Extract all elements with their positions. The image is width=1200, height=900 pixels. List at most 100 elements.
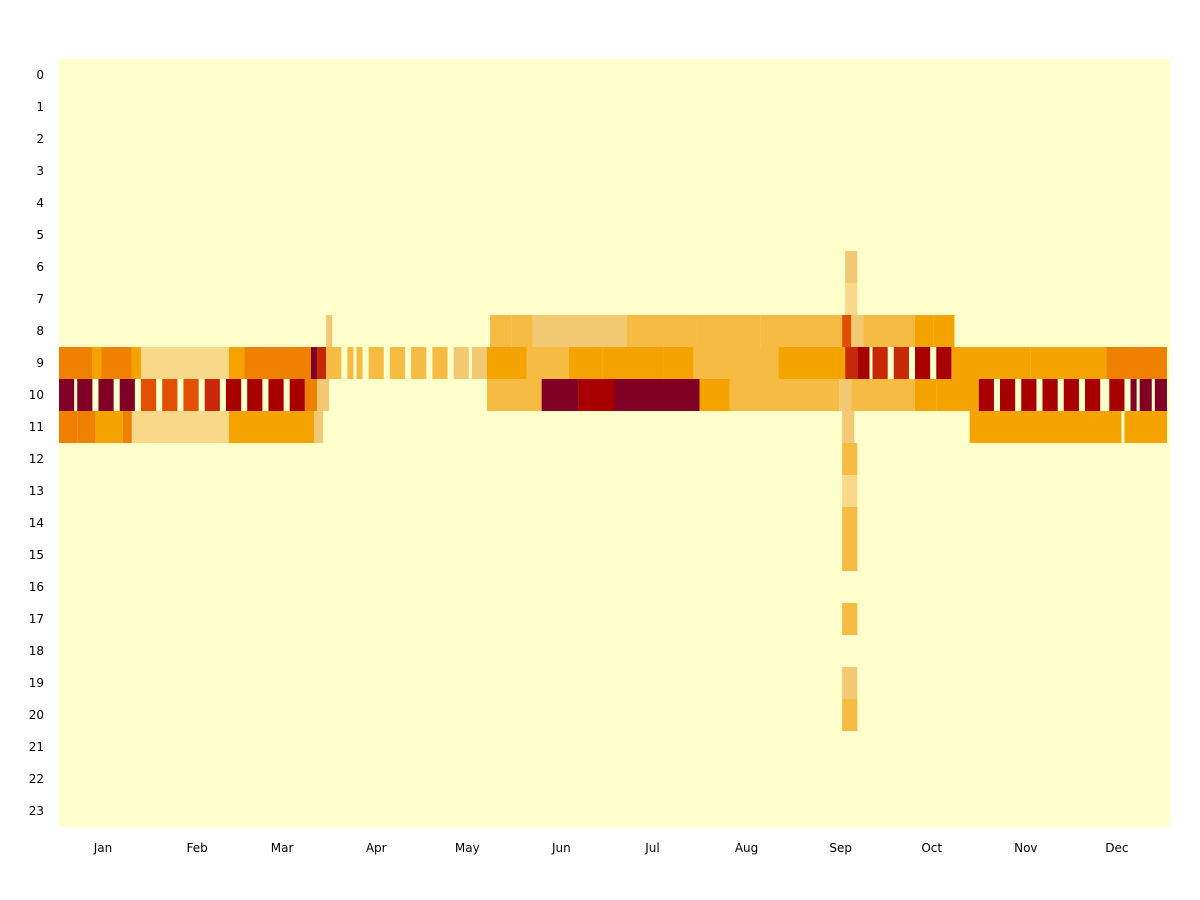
- heatmap-cell: [842, 667, 858, 699]
- heatmap-cell: [842, 443, 858, 475]
- heatmap-cell: [140, 379, 157, 411]
- heatmap-cell: [693, 347, 779, 379]
- heatmap-cell: [317, 347, 327, 379]
- y-tick-label: 8: [36, 324, 44, 338]
- heatmap-cell: [119, 379, 135, 411]
- heatmap-cell: [696, 315, 761, 347]
- heatmap-cell: [1030, 347, 1107, 379]
- y-tick-label: 21: [29, 740, 44, 754]
- heatmap-cell: [317, 379, 330, 411]
- heatmap-cell: [842, 539, 858, 571]
- heatmap-cell: [893, 347, 909, 379]
- heatmap-cell: [851, 315, 864, 347]
- y-tick-label: 16: [29, 580, 44, 594]
- heatmap-cell: [326, 315, 333, 347]
- x-tick-label: Apr: [366, 841, 387, 855]
- heatmap-cell: [845, 251, 858, 283]
- y-tick-label: 2: [36, 132, 44, 146]
- y-tick-label: 1: [36, 100, 44, 114]
- heatmap-cell: [244, 347, 311, 379]
- heatmap-cell: [842, 411, 855, 443]
- heatmap-cell: [59, 379, 75, 411]
- heatmap-cell: [310, 347, 318, 379]
- heatmap-cell: [162, 379, 178, 411]
- heatmap-cell: [778, 347, 846, 379]
- y-tick-label: 15: [29, 548, 44, 562]
- y-tick-label: 12: [29, 452, 44, 466]
- x-tick-label: Nov: [1014, 841, 1037, 855]
- y-tick-label: 13: [29, 484, 44, 498]
- heatmap-cell: [59, 411, 78, 443]
- heatmap-cell: [857, 347, 870, 379]
- x-tick-label: Jul: [644, 841, 659, 855]
- heatmap-cell: [1106, 347, 1167, 379]
- heatmap-cell: [511, 315, 533, 347]
- heatmap-cell: [228, 347, 245, 379]
- heatmap-cell: [140, 347, 229, 379]
- y-tick-label: 17: [29, 612, 44, 626]
- heatmap-cell: [1042, 379, 1058, 411]
- heatmap-cell: [368, 347, 384, 379]
- y-tick-label: 5: [36, 228, 44, 242]
- y-tick-label: 18: [29, 644, 44, 658]
- heatmap-cell: [915, 315, 934, 347]
- y-tick-label: 9: [36, 356, 44, 370]
- y-tick-label: 0: [36, 68, 44, 82]
- heatmap-cell: [760, 315, 843, 347]
- x-tick-label: May: [455, 841, 480, 855]
- y-tick-label: 7: [36, 292, 44, 306]
- y-tick-label: 10: [29, 388, 44, 402]
- x-tick-label: Jan: [93, 841, 113, 855]
- heatmap-cell: [389, 347, 406, 379]
- heatmap-cell: [842, 475, 858, 507]
- heatmap-cell: [842, 699, 858, 731]
- heatmap-cell: [933, 315, 955, 347]
- y-tick-label: 14: [29, 516, 44, 530]
- heatmap-cells: [59, 251, 1167, 731]
- heatmap-cell: [936, 379, 979, 411]
- heatmap-cell: [842, 315, 852, 347]
- heatmap-cell: [845, 283, 858, 315]
- heatmap-cell: [1063, 379, 1079, 411]
- heatmap-cell: [59, 347, 93, 379]
- x-tick-label: Oct: [921, 841, 942, 855]
- heatmap-cell: [98, 379, 114, 411]
- heatmap-cell: [204, 379, 220, 411]
- heatmap-cell: [92, 347, 102, 379]
- heatmap-cell: [471, 347, 488, 379]
- x-tick-label: Mar: [271, 841, 294, 855]
- heatmap-cell: [131, 347, 141, 379]
- heatmap-cell: [356, 347, 363, 379]
- x-axis-tick-labels: Jan Feb Mar Apr May Jun Jul Aug Sep Oct Nov Dec: [93, 841, 1129, 855]
- heatmap-cell: [842, 603, 858, 635]
- heatmap-cell: [1000, 379, 1016, 411]
- heatmap-cell: [411, 347, 427, 379]
- y-tick-label: 6: [36, 260, 44, 274]
- heatmap-cell: [699, 379, 730, 411]
- heatmap-cell: [1154, 379, 1167, 411]
- heatmap-cell: [541, 379, 579, 411]
- heatmap-cell: [1021, 379, 1037, 411]
- heatmap-cell: [101, 347, 132, 379]
- heatmap-cell: [347, 347, 354, 379]
- heatmap-cell: [532, 315, 627, 347]
- y-tick-label: 19: [29, 676, 44, 690]
- heatmap-cell: [77, 411, 96, 443]
- heatmap-cell: [568, 347, 603, 379]
- heatmap-cell: [602, 347, 664, 379]
- heatmap-cell: [1130, 379, 1137, 411]
- heatmap-cell: [1109, 379, 1125, 411]
- y-tick-label: 4: [36, 196, 44, 210]
- x-tick-label: Sep: [829, 841, 852, 855]
- heatmap-cell: [225, 379, 242, 411]
- heatmap-cell: [247, 379, 263, 411]
- heatmap-cell: [851, 379, 916, 411]
- heatmap-cell: [872, 347, 888, 379]
- heatmap-cell: [268, 379, 284, 411]
- heatmap-cell: [626, 315, 697, 347]
- x-tick-label: Dec: [1105, 841, 1128, 855]
- heatmap-cell: [526, 347, 569, 379]
- heatmap-cell: [969, 411, 1122, 443]
- heatmap-cell: [951, 347, 1031, 379]
